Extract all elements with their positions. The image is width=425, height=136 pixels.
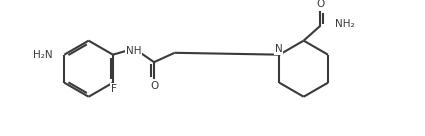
Text: H₂N: H₂N — [33, 50, 52, 60]
Text: F: F — [111, 84, 117, 94]
Text: NH₂: NH₂ — [335, 19, 355, 29]
Text: NH: NH — [126, 46, 141, 56]
Text: O: O — [150, 81, 158, 91]
Text: O: O — [316, 0, 325, 9]
Text: N: N — [275, 44, 282, 54]
